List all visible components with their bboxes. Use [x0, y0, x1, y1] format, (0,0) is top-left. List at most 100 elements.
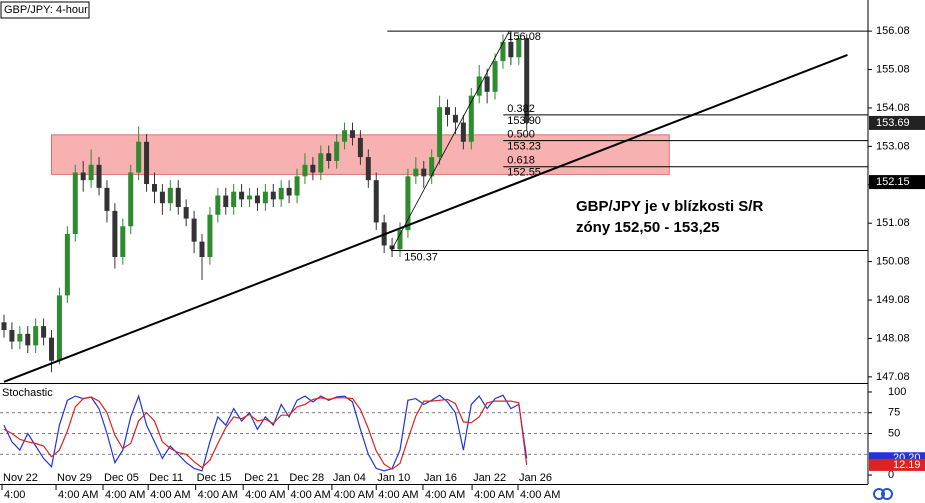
- fib-label: 156.08: [507, 31, 541, 43]
- chart-title: GBP/JPY: 4-hour: [4, 4, 88, 16]
- panel-title: Stochastic: [2, 387, 53, 399]
- candle-body: [484, 76, 490, 92]
- fib-label: 150.37: [404, 251, 438, 263]
- y-tick-label: 154.08: [876, 102, 910, 114]
- fib-ratio: 0.618: [507, 155, 535, 167]
- candle-body: [342, 130, 348, 142]
- x-tick-label: Nov 29: [57, 472, 92, 484]
- y-tick-label: 147.08: [876, 371, 910, 383]
- x-tick-label: 4:00 AM: [105, 489, 145, 501]
- x-tick-label: Jan 10: [377, 472, 410, 484]
- candle-body: [405, 176, 411, 231]
- price-tag-label: 153.69: [876, 117, 910, 129]
- x-tick-label: Dec 11: [149, 472, 183, 484]
- trendline: [3, 54, 848, 383]
- y-tick-label: 151.08: [876, 217, 910, 229]
- candle-body: [437, 107, 443, 158]
- x-tick-label: 4:00: [4, 489, 25, 501]
- candle-body: [262, 191, 268, 204]
- candle-body: [151, 184, 157, 192]
- x-tick-label: 4:00 AM: [245, 489, 285, 501]
- candle-body: [413, 168, 419, 177]
- candle-body: [524, 38, 530, 123]
- x-tick-label: Jan 04: [333, 472, 366, 484]
- fib-label: 152.55: [507, 167, 541, 179]
- candle-body: [144, 141, 150, 185]
- x-tick-label: 4:00 AM: [58, 489, 98, 501]
- candle-body: [80, 172, 86, 181]
- candle-body: [159, 191, 165, 204]
- fib-ratio: 0.500: [507, 129, 535, 141]
- candle-body: [445, 107, 451, 115]
- price-tag-label: 152.15: [876, 176, 910, 188]
- candle-body: [191, 218, 197, 242]
- candle-body: [421, 168, 427, 177]
- candle-body: [49, 337, 55, 361]
- annotation: GBP/JPY je v blízkosti S/R: [576, 198, 763, 215]
- x-tick-label: 4:00 AM: [290, 489, 330, 501]
- candle-body: [17, 333, 23, 342]
- candle-body: [389, 245, 395, 250]
- candle-body: [476, 76, 482, 96]
- candle-body: [199, 241, 205, 257]
- x-tick-label: Dec 28: [289, 472, 324, 484]
- y-tick-label: 155.08: [876, 63, 910, 75]
- candle-body: [56, 295, 62, 361]
- fib-diagonal: [390, 30, 510, 251]
- candle-body: [96, 164, 102, 188]
- candle-body: [373, 180, 379, 223]
- candle-body: [104, 187, 110, 211]
- candle-body: [72, 172, 78, 234]
- y-tick-label: 0: [888, 469, 894, 481]
- candle-body: [500, 41, 506, 62]
- candle-body: [508, 41, 514, 58]
- candle-body: [231, 191, 237, 208]
- x-tick-label: Jan 22: [473, 472, 506, 484]
- x-tick-label: 4:00 AM: [425, 489, 465, 501]
- y-tick-label: 100: [888, 386, 906, 398]
- price-tag: [869, 175, 925, 190]
- y-tick-label: 150.08: [876, 256, 910, 268]
- candle-body: [429, 157, 435, 177]
- link-icon[interactable]: [873, 488, 893, 500]
- candle-body: [136, 141, 142, 173]
- candle-body: [278, 187, 284, 200]
- candle-body: [239, 191, 245, 200]
- value-tag-label: 12.19: [893, 459, 921, 471]
- x-tick-label: 4:00 AM: [150, 489, 190, 501]
- fib-ratio: 0.382: [507, 103, 535, 115]
- candle-body: [128, 172, 134, 227]
- x-tick-label: Dec 21: [244, 472, 279, 484]
- y-tick-label: 153.08: [876, 140, 910, 152]
- candle-body: [41, 326, 47, 338]
- candle-body: [112, 210, 118, 257]
- title-box: [0, 1, 90, 19]
- x-tick-label: Jan 26: [519, 472, 552, 484]
- x-tick-label: 4:00 AM: [198, 489, 238, 501]
- y-tick-label: 148.08: [876, 332, 910, 344]
- candle-body: [88, 164, 94, 181]
- candle-body: [357, 137, 363, 158]
- x-tick-label: Dec 15: [197, 472, 232, 484]
- y-tick-label: 149.08: [876, 294, 910, 306]
- x-tick-label: 4:00 AM: [378, 489, 418, 501]
- candle-body: [9, 329, 15, 342]
- candle-body: [183, 207, 189, 219]
- stochastic-line: [3, 396, 528, 470]
- candle-body: [326, 153, 332, 161]
- value-tag: [869, 458, 925, 471]
- candle-body: [223, 195, 229, 208]
- candle-body: [302, 164, 308, 177]
- candle-body: [365, 157, 371, 181]
- candle-body: [33, 326, 39, 346]
- candle-body: [468, 95, 474, 142]
- annotation: zóny 152,50 - 153,25: [576, 219, 719, 236]
- x-tick-label: Jan 16: [424, 472, 457, 484]
- candle-body: [318, 153, 324, 173]
- fib-label: 153.90: [507, 115, 541, 127]
- y-tick-label: 75: [888, 407, 900, 419]
- candle-body: [460, 122, 466, 142]
